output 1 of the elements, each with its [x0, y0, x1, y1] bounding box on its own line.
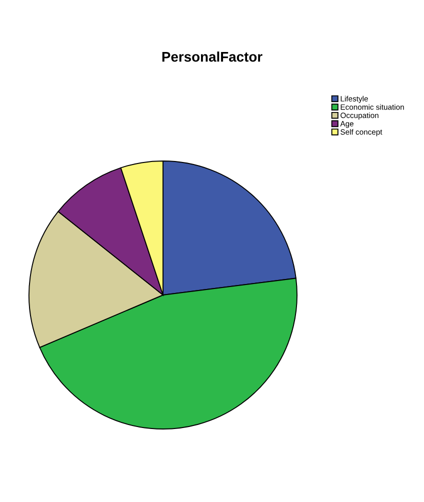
chart-title: PersonalFactor: [162, 52, 262, 62]
